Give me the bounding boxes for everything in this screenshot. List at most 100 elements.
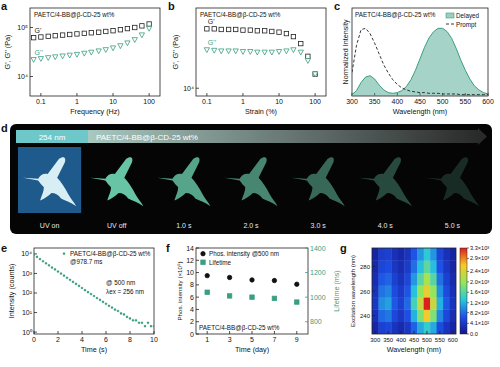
marker	[104, 29, 108, 33]
marker	[89, 31, 93, 35]
heat-cell	[411, 285, 418, 298]
x-tick	[113, 93, 114, 96]
heat-cell	[424, 260, 431, 273]
heat-cell	[424, 273, 431, 286]
marker	[276, 50, 281, 55]
marker	[132, 319, 134, 321]
y-axis-label: Normalized Intensity	[341, 19, 350, 85]
heat-cell	[372, 297, 379, 310]
heat-cell	[385, 273, 392, 286]
line	[352, 28, 488, 94]
marker	[240, 50, 245, 55]
y2-tick-label: 1400	[310, 245, 326, 252]
heat-cell	[411, 297, 418, 310]
marker	[153, 325, 154, 327]
y-tick	[196, 260, 199, 261]
marker	[313, 72, 317, 76]
x-tick-label: 400	[396, 337, 407, 343]
marker	[125, 41, 130, 46]
heat-cell	[372, 285, 379, 298]
heat-cell	[404, 285, 411, 298]
marker	[82, 31, 86, 35]
marker	[204, 48, 209, 53]
legend-label: Phos. intensity @500 nm	[209, 250, 279, 258]
marker	[63, 275, 65, 277]
x-tick	[388, 331, 389, 334]
x-tick	[130, 331, 131, 334]
heat-cell	[378, 285, 385, 298]
marker	[272, 296, 276, 300]
marker	[150, 325, 152, 327]
marker	[110, 46, 115, 51]
x-tick-label: 100	[309, 98, 321, 105]
marker	[277, 30, 281, 34]
heat-cell	[385, 285, 392, 298]
y-axis-label: Phos. intensity (×10⁵)	[176, 261, 183, 320]
marker	[99, 299, 101, 301]
marker	[34, 254, 35, 256]
marker	[241, 28, 245, 32]
colorbar-label: 3.3×10³	[470, 245, 489, 251]
x-tick	[375, 331, 376, 334]
marker	[270, 29, 274, 33]
heat-cell	[404, 309, 411, 322]
plot-area	[204, 27, 318, 77]
y-tick-label: 10	[186, 269, 194, 276]
x-tick-label: 10	[275, 98, 283, 105]
x-tick-label: 350	[383, 337, 394, 343]
x-tick-label: 500	[422, 337, 433, 343]
legend-swatch	[63, 253, 65, 255]
marker	[60, 54, 65, 59]
x-tick-label: 100	[143, 98, 155, 105]
colorbar-tick	[467, 334, 469, 335]
y-tick	[196, 321, 199, 322]
panel-letter: b	[168, 0, 175, 12]
marker	[262, 50, 267, 55]
marker	[54, 268, 56, 270]
x-tick	[274, 331, 275, 334]
heat-cell	[437, 260, 444, 273]
bird-photo	[359, 157, 412, 206]
x-tick	[452, 331, 453, 334]
x-tick-label: 10	[150, 336, 158, 343]
y-tick-label: 14	[186, 245, 194, 252]
plot-frame	[196, 8, 326, 96]
colorbar-tick	[467, 323, 469, 324]
legend-label: Prompt	[456, 21, 477, 29]
x-tick	[149, 93, 150, 96]
plot-frame	[372, 248, 456, 334]
marker	[255, 50, 260, 55]
y-axis-label: Excitation wavelength (nm)	[350, 255, 356, 327]
marker	[118, 44, 123, 49]
annotation: @ 500 nm	[106, 279, 135, 286]
heat-cell	[391, 297, 398, 310]
marker	[269, 50, 274, 55]
frame-label: 4.0 s	[378, 222, 394, 229]
heat-cell	[372, 248, 379, 261]
plot-area	[31, 22, 152, 63]
heat-cell	[391, 309, 398, 322]
marker	[248, 28, 252, 32]
legend-entry: Lifetime	[201, 259, 232, 266]
heat-cell	[437, 285, 444, 298]
x-tick-label: 9	[295, 336, 299, 343]
heat-cell	[378, 322, 385, 334]
colorbar-label: 1.2×10³	[470, 300, 489, 306]
x-tick	[426, 331, 427, 334]
heat-cell	[385, 260, 392, 273]
x-tick-label: 450	[414, 98, 426, 105]
heat-cell	[385, 248, 392, 261]
x-tick-label: 6	[104, 336, 108, 343]
y-tick-label: 4	[190, 306, 194, 313]
panel-letter: d	[1, 122, 8, 134]
marker	[205, 27, 209, 31]
x-tick-label: 5	[250, 336, 254, 343]
panel-title: PAETC/4-BB@β-CD-25 wt%	[355, 11, 436, 19]
heat-cell	[443, 322, 450, 334]
heat-cell	[430, 248, 437, 261]
marker	[295, 300, 299, 304]
marker	[96, 297, 98, 299]
frame-label: 1.0 s	[176, 222, 192, 229]
heat-cell	[411, 248, 418, 261]
heat-cell	[450, 285, 456, 298]
